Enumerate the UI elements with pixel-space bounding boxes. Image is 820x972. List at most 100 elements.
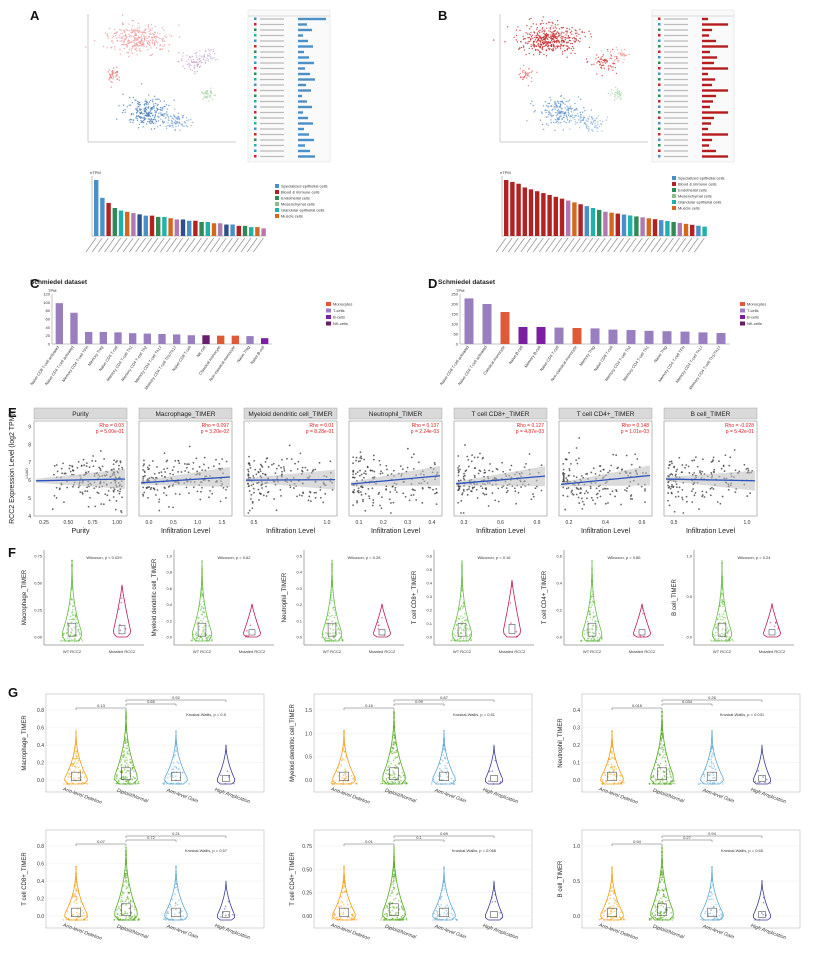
facet-plot-frame [663,420,758,517]
umap-cell-point [183,125,185,127]
cell-type-bar [634,216,639,236]
umap-cell-point [146,112,148,115]
sample-point [589,610,591,612]
sample-point [467,465,470,468]
sample-point [343,751,346,753]
sample-point [611,752,614,755]
sample-point [318,461,321,464]
sample-point [172,473,174,476]
sample-point [672,780,675,782]
y-tick-label: 0 [48,342,51,347]
umap-cell-point [132,113,134,115]
umap-cell-point [577,96,580,98]
y-tick-label: 0.8 [37,708,44,714]
sample-point [200,583,203,586]
umap-cell-point [527,41,529,43]
sample-point [248,464,251,467]
umap-cell-point [122,109,125,112]
sample-point [721,599,724,601]
sample-point [587,623,589,626]
umap-cell-point [567,36,569,38]
umap-cell-point [584,35,586,38]
sample-point [693,494,696,497]
sample-point [218,462,221,465]
bar-tick-label-placeholder [563,237,575,253]
sample-point [608,758,610,760]
sample-point [63,472,66,475]
umap-cell-point [142,119,145,122]
sample-point [464,470,467,473]
category-label: High Amplication [482,787,519,805]
sample-point [444,764,446,767]
umap-cell-point [155,47,158,49]
boxplot-box [118,625,126,635]
legend-label: B-cells [333,315,345,320]
sample-point [334,632,337,634]
umap-cell-point [558,42,560,44]
x-axis-title: Infiltration Level [266,528,315,535]
sample-point [777,627,780,630]
sample-point [499,780,502,783]
bar-tick-label-placeholder [545,237,556,253]
umap-cell-point [596,73,598,75]
sample-point [172,762,175,764]
umap-cell-point [620,91,623,94]
legend-label: Muscle cells [678,206,700,211]
sample-point [395,491,398,493]
sample-point [71,629,74,631]
umap-cell-point [561,53,564,55]
umap-cell-point [541,123,544,126]
umap-cell-point [151,112,153,114]
umap-cell-point [131,31,134,34]
sample-point [274,472,277,475]
sample-point [343,778,346,781]
sample-point [378,624,380,627]
umap-cell-point [616,93,619,95]
p-value-label: p = 4.87e-03 [516,429,544,435]
umap-cell-point [162,107,164,109]
umap-cell-point [144,37,146,40]
sample-point [675,483,678,486]
sample-point [651,776,653,778]
sample-point [677,495,680,498]
umap-cell-point [154,39,157,42]
legend-swatch [740,315,745,319]
y-tick-label: 120 [43,292,50,297]
y-tick-label: 0.2 [37,761,44,767]
umap-cell-point [544,37,547,39]
sample-point [710,472,713,474]
sample-point [393,734,396,736]
umap-cell-point [527,84,530,87]
sample-point [167,486,170,488]
umap-cell-point [123,47,126,50]
violin-outline [581,560,603,642]
sample-point [461,579,463,582]
comparison-p-value: 0.13 [97,703,106,708]
test-statistic: Wilcoxon, p = 0.62 [217,555,251,560]
y-tick-label: 0.2 [426,608,432,613]
sample-point [126,744,129,747]
umap-cell-point [548,111,550,114]
umap-cell-point [555,104,557,106]
sample-point [340,782,343,785]
cell-type-bar [628,215,633,236]
umap-cell-point [171,35,173,37]
umap-cell-point [199,55,201,57]
sample-point [195,634,198,637]
umap-cell-point [588,46,591,49]
cell-type-bar [547,194,552,236]
umap-cell-point [545,34,548,36]
sample-point [332,606,335,609]
sample-point [667,486,670,489]
umap-cell-point [136,54,138,56]
umap-cell-point [151,41,153,43]
umap-cell-point [560,45,562,47]
umap-cell-point [160,112,162,114]
sample-point [72,605,75,607]
sample-point [598,637,601,640]
umap-cell-point [532,23,535,25]
sample-point [642,607,644,610]
umap-cell-point [138,101,141,104]
sample-point [296,495,298,498]
tpm-bar [114,332,122,344]
